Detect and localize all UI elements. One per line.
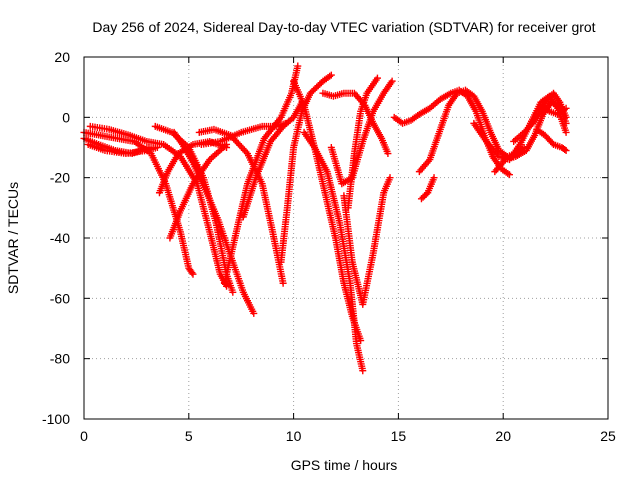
series-track-15 bbox=[300, 128, 367, 375]
data-point-marker bbox=[430, 174, 438, 182]
series-track-25 bbox=[510, 89, 570, 145]
series-track-11 bbox=[239, 98, 306, 221]
series-track-22 bbox=[417, 174, 438, 203]
y-tick-label: -80 bbox=[50, 351, 70, 367]
series-track-27 bbox=[537, 101, 570, 118]
data-point-marker bbox=[561, 146, 569, 154]
x-tick-label: 10 bbox=[286, 428, 302, 444]
data-point-marker bbox=[294, 62, 302, 70]
data-point-marker bbox=[562, 147, 570, 155]
data-point-marker bbox=[250, 309, 258, 317]
data-point-marker bbox=[505, 171, 513, 179]
data-point-marker bbox=[279, 279, 287, 287]
y-tick-label: -100 bbox=[42, 411, 70, 427]
x-tick-label: 25 bbox=[600, 428, 616, 444]
x-tick-label: 0 bbox=[80, 428, 88, 444]
y-tick-label: -20 bbox=[50, 170, 70, 186]
series-track-08 bbox=[166, 140, 231, 242]
data-point-marker bbox=[386, 174, 394, 182]
series-track-16 bbox=[340, 174, 394, 308]
data-point-marker bbox=[188, 269, 196, 277]
data-point-marker bbox=[281, 119, 289, 127]
data-point-marker bbox=[388, 77, 396, 85]
series-track-01 bbox=[80, 128, 197, 278]
data-point-marker bbox=[384, 150, 392, 158]
series-track-04 bbox=[84, 140, 161, 158]
series-track-19 bbox=[344, 74, 381, 212]
data-point-marker bbox=[562, 104, 570, 112]
series-track-14 bbox=[290, 77, 365, 345]
data-point-marker bbox=[229, 288, 237, 296]
y-tick-label: -60 bbox=[50, 290, 70, 306]
data-point-marker bbox=[422, 190, 430, 198]
data-point-marker bbox=[189, 270, 197, 278]
series-track-03 bbox=[86, 122, 231, 290]
data-point-marker bbox=[359, 367, 367, 375]
y-axis-label: SDTVAR / TECUs bbox=[5, 182, 21, 294]
axis-ticks: 0 5 10 15 20 25 20 0 -20 -40 -60 -80 -100 bbox=[42, 49, 616, 444]
data-point-marker bbox=[153, 144, 161, 151]
data-point-marker bbox=[327, 71, 335, 79]
series-track-18 bbox=[327, 77, 396, 188]
y-tick-label: 0 bbox=[62, 109, 70, 125]
series-track-17 bbox=[319, 89, 392, 158]
y-tick-label: -40 bbox=[50, 230, 70, 246]
series-track-12 bbox=[197, 119, 289, 148]
data-point-marker bbox=[373, 74, 381, 82]
data-point-marker bbox=[562, 128, 570, 136]
data-point-marker bbox=[562, 119, 570, 127]
x-axis-label: GPS time / hours bbox=[291, 457, 398, 473]
y-tick-label: 20 bbox=[54, 49, 70, 65]
series-track-21 bbox=[415, 86, 528, 176]
series-track-26 bbox=[533, 125, 570, 155]
x-tick-label: 15 bbox=[391, 428, 407, 444]
x-tick-label: 20 bbox=[495, 428, 511, 444]
data-points bbox=[80, 62, 570, 375]
chart-title: Day 256 of 2024, Sidereal Day-to-day VTE… bbox=[92, 19, 595, 35]
data-point-marker bbox=[562, 113, 570, 121]
x-tick-label: 5 bbox=[185, 428, 193, 444]
